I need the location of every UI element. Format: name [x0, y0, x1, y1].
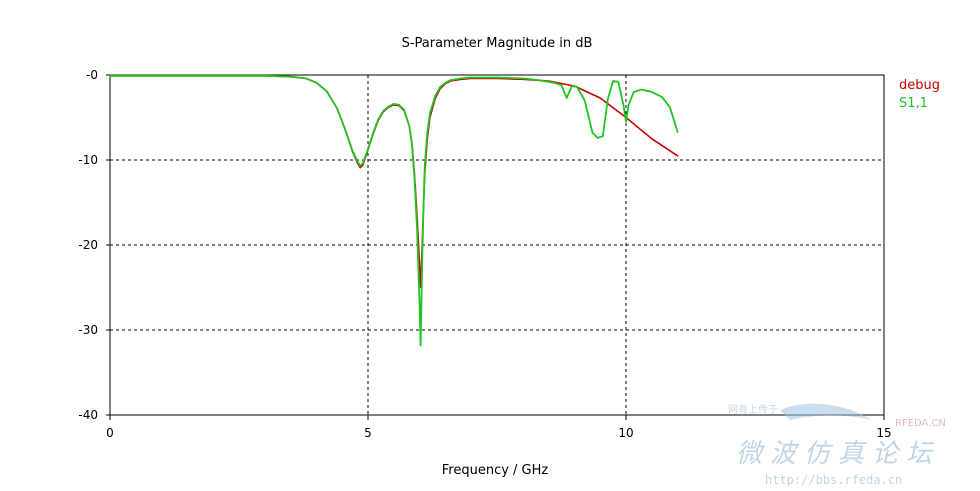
y-axis-ticks: -0 -10 -20 -30 -40 [78, 68, 110, 422]
watermark-url: http://bbs.rfeda.cn [765, 473, 902, 487]
watermark: 网有上传于 RFEDA.CN 微波仿真论坛 http://bbs.rfeda.c… [728, 403, 946, 487]
legend-entry-debug: debug [899, 78, 940, 93]
watermark-wing-icon [780, 403, 872, 420]
y-tick-label: -40 [78, 408, 98, 422]
y-tick-label: -20 [78, 238, 98, 252]
y-tick-label: -10 [78, 153, 98, 167]
series-line-s11 [109, 74, 679, 347]
y-tick-label: -30 [78, 323, 98, 337]
grid-lines [110, 75, 884, 415]
watermark-big-text: 微波仿真论坛 [736, 439, 940, 469]
y-tick-label: -0 [86, 68, 98, 82]
x-axis-label: Frequency / GHz [442, 463, 549, 478]
watermark-brand: RFEDA.CN [895, 418, 946, 429]
legend: debug S1,1 [899, 78, 940, 111]
legend-entry-s11: S1,1 [899, 96, 928, 111]
x-tick-label: 10 [618, 426, 633, 440]
chart-title: S-Parameter Magnitude in dB [402, 36, 593, 51]
x-tick-label: 5 [364, 426, 372, 440]
watermark-small-text: 网有上传于 [728, 403, 778, 416]
series-lines [109, 74, 679, 347]
x-axis-ticks: 0 5 10 15 [106, 415, 892, 440]
x-tick-label: 15 [876, 426, 891, 440]
x-tick-label: 0 [106, 426, 114, 440]
